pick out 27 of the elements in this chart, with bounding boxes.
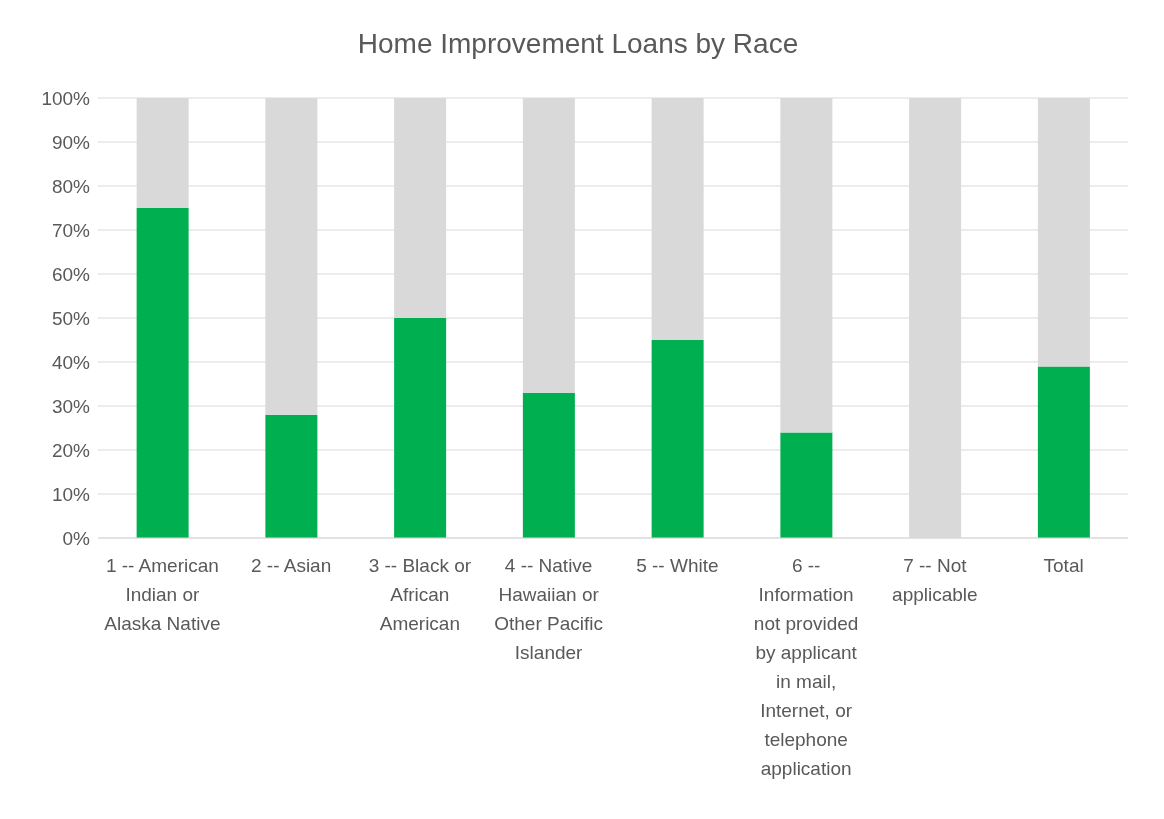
y-tick-label: 30%: [51, 395, 91, 417]
bar: [522, 392, 575, 538]
y-tick-label: 0%: [62, 527, 91, 549]
x-tick-label: 6 -- Information not provided by applicant in mail, Internet, or telephone application: [753, 555, 859, 779]
x-tick-label: Total: [1043, 555, 1084, 576]
bar: [265, 414, 318, 538]
x-tick-label: 2 -- Asian: [250, 555, 332, 576]
x-tick-label: 1 -- American Indian or Alaska Native: [104, 555, 221, 634]
y-tick-label: 50%: [51, 307, 91, 329]
bar: [394, 318, 447, 538]
x-tick-label: 7 -- Not applicable: [892, 555, 978, 605]
y-tick-label: 80%: [51, 175, 91, 197]
x-tick-label: 3 -- Black or African American: [368, 555, 472, 634]
y-tick-label: 10%: [51, 483, 91, 505]
y-tick-label: 70%: [51, 219, 91, 241]
y-tick-label: 60%: [51, 263, 91, 285]
x-tick-label: 4 -- Native Hawaiian or Other Pacific Islander: [494, 555, 604, 663]
x-tick-label: 5 -- White: [636, 555, 719, 576]
y-tick-label: 20%: [51, 439, 91, 461]
bar: [651, 340, 704, 538]
bar: [780, 432, 833, 538]
y-tick-label: 100%: [41, 87, 91, 109]
bar: [136, 208, 189, 538]
bar: [1037, 366, 1090, 538]
y-tick-label: 40%: [51, 351, 91, 373]
y-tick-label: 90%: [51, 131, 91, 153]
chart-title: Home Improvement Loans by Race: [356, 27, 800, 61]
